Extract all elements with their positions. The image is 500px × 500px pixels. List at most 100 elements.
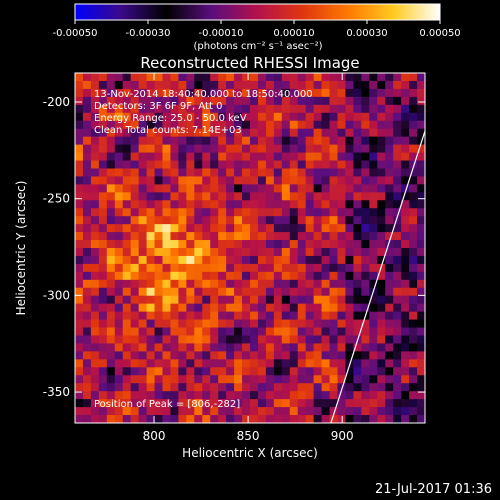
heatmap-cell — [337, 152, 347, 162]
heatmap-cell — [202, 112, 211, 122]
heatmap-cell — [353, 367, 362, 376]
heatmap-cell — [393, 303, 402, 313]
heatmap-cell — [345, 168, 355, 178]
heatmap-cell — [257, 407, 267, 416]
heatmap-cell — [234, 343, 243, 353]
heatmap-cell — [385, 311, 394, 321]
heatmap-cell — [250, 359, 259, 368]
heatmap-cell — [361, 263, 370, 273]
heatmap-cell — [218, 391, 227, 400]
heatmap-cell — [146, 168, 156, 178]
heatmap-cell — [98, 271, 108, 281]
heatmap-cell — [337, 136, 347, 146]
heatmap-cell — [162, 240, 172, 249]
heatmap-cell — [377, 80, 386, 90]
heatmap-cell — [409, 232, 418, 241]
heatmap-cell — [281, 375, 291, 384]
heatmap-cell — [106, 391, 116, 400]
heatmap-cell — [186, 407, 195, 416]
heatmap-cell — [250, 144, 259, 154]
heatmap-cell — [265, 200, 275, 209]
heatmap-cell — [82, 407, 92, 416]
heatmap-cell — [297, 375, 307, 384]
heatmap-cell — [75, 327, 84, 337]
heatmap-cell — [337, 287, 347, 297]
heatmap-cell — [265, 383, 275, 392]
heatmap-cell — [377, 367, 386, 376]
heatmap-cell — [130, 112, 140, 122]
heatmap-cell — [257, 279, 267, 289]
heatmap-cell — [154, 120, 164, 130]
heatmap-cell — [337, 263, 347, 273]
heatmap-cell — [138, 287, 148, 297]
heatmap-cell — [273, 319, 283, 329]
heatmap-cell — [417, 271, 425, 281]
heatmap-cell — [194, 176, 203, 185]
heatmap-cell — [75, 112, 84, 122]
annotation-line: Energy Range: 25.0 - 50.0 keV — [94, 113, 247, 124]
heatmap-cell — [257, 399, 267, 408]
heatmap-cell — [154, 367, 164, 376]
heatmap-cell — [273, 224, 283, 233]
heatmap-cell — [122, 399, 132, 408]
heatmap-cell — [265, 351, 275, 360]
heatmap-cell — [122, 160, 132, 170]
heatmap-cell — [194, 208, 203, 217]
heatmap-cell — [361, 407, 370, 416]
heatmap-cell — [226, 192, 235, 201]
heatmap-cell — [90, 224, 100, 233]
heatmap-cell — [178, 216, 187, 225]
heatmap-cell — [297, 120, 307, 130]
heatmap-cell — [114, 399, 124, 408]
heatmap-cell — [273, 287, 283, 297]
heatmap-cell — [369, 216, 378, 225]
heatmap-cell — [170, 168, 180, 178]
heatmap-cell — [138, 152, 148, 162]
heatmap-cell — [289, 160, 299, 170]
heatmap-cell — [130, 303, 140, 313]
heatmap-cell — [226, 303, 235, 313]
heatmap-cell — [377, 335, 386, 345]
heatmap-cell — [154, 232, 164, 241]
heatmap-cell — [329, 120, 339, 130]
heatmap-cell — [321, 184, 331, 193]
heatmap-cell — [210, 200, 219, 209]
heatmap-cell — [265, 176, 275, 185]
heatmap-cell — [226, 263, 235, 273]
heatmap-cell — [289, 184, 299, 193]
heatmap-cell — [297, 240, 307, 249]
heatmap-cell — [345, 80, 355, 90]
heatmap-cell — [281, 120, 291, 130]
heatmap-cell — [401, 168, 410, 178]
heatmap-cell — [202, 144, 211, 154]
heatmap-cell — [337, 104, 347, 114]
heatmap-cell — [178, 351, 187, 360]
heatmap-cell — [98, 303, 108, 313]
heatmap-cell — [417, 73, 425, 82]
heatmap-cell — [250, 415, 259, 423]
heatmap-cell — [130, 120, 140, 130]
heatmap-cell — [75, 391, 84, 400]
heatmap-cell — [305, 232, 315, 241]
heatmap-cell — [265, 303, 275, 313]
x-axis-label: Heliocentric X (arcsec) — [182, 446, 318, 460]
heatmap-cell — [297, 359, 307, 368]
heatmap-cell — [409, 160, 418, 170]
heatmap-cell — [417, 168, 425, 178]
heatmap-cell — [393, 271, 402, 281]
heatmap-cell — [218, 88, 227, 98]
heatmap-cell — [114, 104, 124, 114]
heatmap-cell — [162, 160, 172, 170]
heatmap-cell — [345, 200, 355, 209]
heatmap-cell — [321, 351, 331, 360]
heatmap-cell — [122, 391, 132, 400]
heatmap-cell — [226, 112, 235, 122]
heatmap-cell — [250, 224, 259, 233]
heatmap-cell — [138, 351, 148, 360]
heatmap-cell — [417, 367, 425, 376]
heatmap-cell — [313, 144, 323, 154]
heatmap-cell — [329, 319, 339, 329]
heatmap-cell — [297, 80, 307, 90]
heatmap-cell — [162, 144, 172, 154]
heatmap-cell — [226, 367, 235, 376]
